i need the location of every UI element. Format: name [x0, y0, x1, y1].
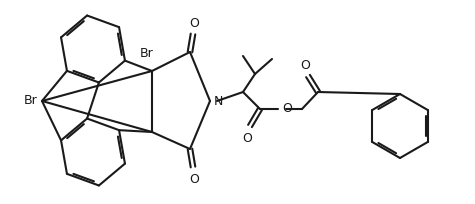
- Text: N: N: [214, 95, 223, 108]
- Text: O: O: [189, 172, 199, 185]
- Text: O: O: [189, 17, 199, 30]
- Text: Br: Br: [23, 94, 37, 107]
- Text: O: O: [300, 59, 310, 72]
- Text: O: O: [282, 102, 292, 115]
- Text: O: O: [242, 131, 252, 144]
- Text: Br: Br: [140, 47, 154, 60]
